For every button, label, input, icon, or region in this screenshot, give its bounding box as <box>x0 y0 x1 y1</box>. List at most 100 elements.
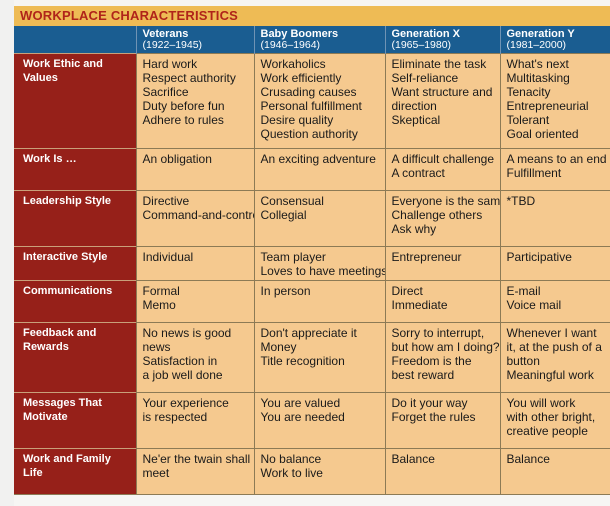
table-cell: Eliminate the task Self-reliance Want stru… <box>384 53 500 149</box>
table-cell: Don't appreciate it Money Title recognitio… <box>253 322 385 393</box>
row-label-line: Communications <box>23 285 113 297</box>
cell-line: Immediate <box>391 298 448 312</box>
cell-line: with other bright, <box>506 410 596 424</box>
cell-line: Balance <box>506 452 550 466</box>
cell-line: Command-and-control <box>142 208 255 222</box>
table-row: Feedback and Rewards No news is good news Sa… <box>14 322 610 393</box>
table-cell: An exciting adventure <box>253 148 385 191</box>
cell-line: Your experience <box>142 396 229 410</box>
cell-line: Don't appreciate it <box>260 326 357 340</box>
table-cell: You will work with other bright, creative … <box>499 392 610 449</box>
cell-line: Personal fulfillment <box>260 99 362 113</box>
column-name: Baby Boomers <box>260 28 339 40</box>
table-cell: Balance <box>499 448 610 495</box>
cell-line: Workaholics <box>260 57 326 71</box>
cell-line: Freedom is the <box>391 354 472 368</box>
cell-line: Team player <box>260 250 326 264</box>
column-name: Veterans <box>142 28 189 40</box>
table-row: Work Is … An obligation An exciting advent… <box>14 148 610 191</box>
cell-line: Sacrifice <box>142 85 189 99</box>
cell-line: A means to an end <box>506 152 607 166</box>
table-cell: No balance Work to live <box>253 448 385 495</box>
cell-line: Memo <box>142 298 176 312</box>
row-label-line: Rewards <box>23 341 69 353</box>
cell-line: a job well done <box>142 368 223 382</box>
table-title: WORKPLACE CHARACTERISTICS <box>14 6 610 26</box>
table-cell: Whenever I want it, at the push of a butto… <box>499 322 610 393</box>
cell-line: E-mail <box>506 284 541 298</box>
table-cell: Hard work Respect authority Sacrifice Duty … <box>135 53 254 149</box>
table-cell: Individual <box>135 246 254 281</box>
cell-line: Entrepreneurial <box>506 99 589 113</box>
table-cell: Team player Loves to have meetings <box>253 246 385 281</box>
cell-line: Skeptical <box>391 113 441 127</box>
cell-line: Fulfillment <box>506 166 562 180</box>
row-label-line: Work Is … <box>23 153 77 165</box>
cell-line: Do it your way <box>391 396 468 410</box>
row-label: Leadership Style <box>14 190 136 247</box>
cell-line: You are needed <box>260 410 345 424</box>
table-cell: Do it your way Forget the rules <box>384 392 500 449</box>
cell-line: Question authority <box>260 127 358 141</box>
cell-line: Satisfaction in <box>142 354 218 368</box>
row-label-line: Feedback and <box>23 327 97 339</box>
workplace-characteristics-table-frame: WORKPLACE CHARACTERISTICS Veterans (1922… <box>14 0 610 506</box>
cell-line: Hard work <box>142 57 198 71</box>
table-cell: A difficult challenge A contract <box>384 148 500 191</box>
cell-line: A difficult challenge <box>391 152 495 166</box>
table-row: Leadership Style Directive Command-and-con… <box>14 190 610 247</box>
cell-line: An obligation <box>142 152 212 166</box>
cell-line: Consensual <box>260 194 324 208</box>
table-cell: *TBD <box>499 190 610 247</box>
cell-line: Ask why <box>391 222 437 236</box>
cell-line: Goal oriented <box>506 127 579 141</box>
cell-line: Multitasking <box>506 71 570 85</box>
cell-line: direction <box>391 99 437 113</box>
table-row: Interactive Style Individual Team player Lo… <box>14 246 610 281</box>
row-label-line: Motivate <box>23 411 68 423</box>
row-label-line: Work Ethic and <box>23 58 103 70</box>
cell-line: Whenever I want <box>506 326 597 340</box>
row-label-line: Life <box>23 467 43 479</box>
row-label: Messages That Motivate <box>14 392 136 449</box>
column-years: (1946–1964) <box>260 39 321 51</box>
cell-line: Tolerant <box>506 113 550 127</box>
cell-line: Respect authority <box>142 71 236 85</box>
cell-line: In person <box>260 284 311 298</box>
table-cell: Ne'er the twain shall meet <box>135 448 254 495</box>
cell-line: Participative <box>506 250 572 264</box>
table-row: Messages That Motivate Your experience is r… <box>14 392 610 449</box>
cell-line: news <box>142 340 171 354</box>
cell-line: Title recognition <box>260 354 345 368</box>
cell-line: Want structure and <box>391 85 493 99</box>
table-cell: An obligation <box>135 148 254 191</box>
cell-line: Crusading causes <box>260 85 357 99</box>
table-cell: Sorry to interrupt, but how am I doing? Fr… <box>384 322 500 393</box>
cell-line: Balance <box>391 452 435 466</box>
cell-line: Eliminate the task <box>391 57 487 71</box>
table-cell: E-mail Voice mail <box>499 280 610 323</box>
table-cell: Balance <box>384 448 500 495</box>
table-cell: In person <box>253 280 385 323</box>
cell-line: Voice mail <box>506 298 562 312</box>
table-cell: Entrepreneur <box>384 246 500 281</box>
header-generation-y: Generation Y (1981–2000) <box>499 26 610 54</box>
cell-line: *TBD <box>506 194 536 208</box>
cell-line: Work to live <box>260 466 323 480</box>
cell-line: Formal <box>142 284 180 298</box>
cell-line: Forget the rules <box>391 410 476 424</box>
cell-line: Directive <box>142 194 190 208</box>
table-body: Work Ethic and Values Hard work Respect aut… <box>14 53 610 495</box>
cell-line: Work efficiently <box>260 71 342 85</box>
cell-line: Everyone is the same <box>391 194 501 208</box>
cell-line: Self-reliance <box>391 71 459 85</box>
row-label-line: Leadership Style <box>23 195 112 207</box>
table-cell: Everyone is the same Challenge others Ask … <box>384 190 501 247</box>
cell-line: meet <box>142 466 170 480</box>
cell-line: No news is good <box>142 326 232 340</box>
cell-line: but how am I doing? <box>391 340 500 354</box>
row-label: Interactive Style <box>14 246 136 281</box>
cell-line: it, at the push of a <box>506 340 602 354</box>
header-veterans: Veterans (1922–1945) <box>135 26 254 54</box>
table-cell: Directive Command-and-control <box>135 190 255 247</box>
